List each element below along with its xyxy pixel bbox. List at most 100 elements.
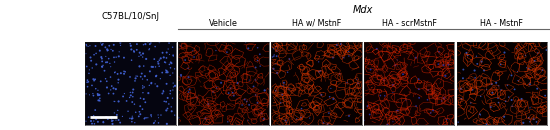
Point: [542, 49, 550, 51]
Text: HA - MstnF: HA - MstnF: [481, 19, 524, 28]
Point: [83, 86, 92, 88]
Point: [145, 84, 153, 86]
Point: [272, 50, 281, 52]
Point: [96, 97, 104, 99]
Point: [140, 86, 148, 88]
Point: [120, 93, 129, 95]
Point: [388, 92, 397, 94]
Point: [90, 123, 99, 125]
Text: Vehicle: Vehicle: [209, 19, 238, 28]
Point: [402, 99, 410, 101]
Point: [135, 52, 144, 54]
Point: [141, 117, 150, 119]
Point: [139, 44, 148, 46]
Point: [475, 113, 484, 115]
Point: [389, 84, 398, 86]
Point: [139, 53, 147, 55]
Point: [472, 55, 481, 57]
Point: [525, 121, 534, 123]
Point: [87, 84, 96, 86]
Point: [344, 51, 353, 53]
Point: [393, 109, 402, 112]
Point: [524, 117, 533, 119]
Point: [167, 110, 176, 112]
Point: [96, 50, 104, 52]
Point: [84, 45, 92, 47]
Point: [86, 120, 95, 122]
Point: [135, 65, 144, 67]
Point: [129, 50, 138, 52]
Point: [245, 79, 254, 81]
Point: [138, 87, 147, 89]
Point: [162, 70, 171, 72]
Point: [316, 70, 325, 72]
Point: [151, 83, 160, 85]
Point: [103, 61, 112, 63]
Point: [488, 92, 497, 94]
Point: [125, 96, 134, 99]
Point: [89, 115, 98, 117]
Point: [156, 78, 165, 80]
Point: [204, 103, 213, 105]
Point: [439, 97, 448, 99]
Point: [94, 93, 102, 95]
Point: [470, 69, 479, 72]
Point: [130, 122, 139, 124]
Point: [166, 74, 174, 76]
Point: [541, 95, 549, 97]
Point: [305, 117, 314, 119]
Point: [122, 100, 131, 102]
Point: [480, 69, 488, 72]
Point: [118, 115, 127, 118]
Point: [102, 116, 111, 118]
Point: [158, 52, 167, 54]
Point: [181, 59, 190, 61]
Point: [454, 121, 463, 123]
Point: [156, 57, 165, 59]
Point: [94, 89, 102, 91]
Point: [111, 100, 119, 103]
Point: [81, 120, 90, 122]
Point: [494, 97, 503, 99]
Point: [307, 41, 316, 43]
Point: [153, 85, 162, 87]
Point: [273, 72, 282, 74]
Point: [459, 77, 468, 79]
Point: [167, 106, 175, 108]
Point: [161, 69, 170, 71]
Point: [136, 105, 145, 107]
Point: [141, 43, 150, 45]
Point: [526, 107, 535, 109]
Point: [379, 79, 388, 81]
Point: [124, 110, 133, 112]
Point: [155, 65, 163, 67]
Point: [168, 46, 177, 48]
Point: [185, 88, 194, 90]
Point: [174, 117, 183, 119]
Point: [507, 74, 516, 76]
Point: [267, 41, 276, 43]
Point: [138, 85, 147, 87]
Point: [140, 118, 148, 120]
Point: [383, 124, 392, 126]
Point: [85, 94, 94, 96]
Point: [112, 119, 120, 121]
Point: [98, 64, 107, 66]
Point: [244, 119, 252, 121]
Point: [143, 79, 152, 81]
Point: [169, 86, 178, 88]
Point: [270, 54, 279, 56]
Point: [224, 79, 233, 81]
Point: [260, 118, 268, 120]
Point: [130, 51, 139, 53]
Point: [169, 55, 178, 57]
Point: [276, 102, 285, 104]
Point: [81, 93, 90, 95]
Point: [399, 73, 408, 75]
Point: [184, 67, 192, 69]
Point: [332, 44, 341, 46]
Point: [429, 109, 438, 111]
Point: [159, 89, 168, 92]
Point: [120, 73, 129, 75]
Point: [456, 88, 465, 90]
